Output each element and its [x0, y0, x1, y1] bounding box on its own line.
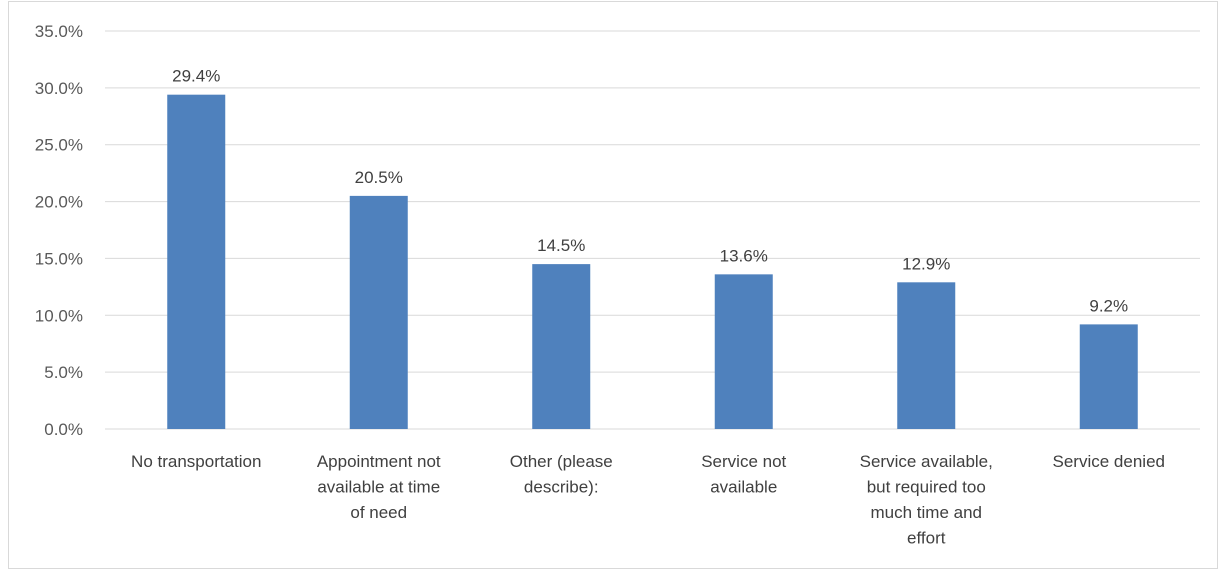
- category-label: Appointment not: [317, 452, 441, 471]
- bars: [167, 94, 1138, 430]
- data-label: 13.6%: [720, 246, 768, 265]
- y-tick-label: 0.0%: [44, 420, 83, 439]
- y-tick-label: 10.0%: [35, 306, 83, 325]
- category-label: of need: [350, 503, 407, 522]
- category-label: Service not: [701, 452, 786, 471]
- y-tick-label: 25.0%: [35, 136, 83, 155]
- category-label: effort: [907, 529, 946, 548]
- data-label: 9.2%: [1089, 296, 1128, 315]
- bar: [167, 94, 226, 430]
- category-label: Service available,: [860, 452, 993, 471]
- y-axis-tick-labels: 0.0% 5.0% 10.0% 15.0% 20.0% 25.0% 30.0% 35.0%: [35, 22, 83, 439]
- y-tick-label: 35.0%: [35, 22, 83, 41]
- data-labels: 29.4% 20.5% 14.5% 13.6% 12.9% 9.2%: [172, 67, 1128, 316]
- data-label: 12.9%: [902, 254, 950, 273]
- category-label: describe):: [524, 478, 599, 497]
- category-label: available at time: [317, 478, 440, 497]
- bar: [349, 195, 408, 429]
- data-label: 14.5%: [537, 236, 585, 255]
- data-label: 20.5%: [355, 168, 403, 187]
- bar: [897, 282, 956, 429]
- gridlines: [105, 30, 1200, 430]
- y-tick-label: 20.0%: [35, 193, 83, 212]
- y-tick-label: 30.0%: [35, 79, 83, 98]
- bar: [714, 274, 773, 429]
- y-tick-label: 15.0%: [35, 249, 83, 268]
- bar: [1079, 324, 1138, 429]
- category-label: Service denied: [1053, 452, 1165, 471]
- y-tick-label: 5.0%: [44, 363, 83, 382]
- category-label: but required too: [867, 478, 986, 497]
- category-label: No transportation: [131, 452, 261, 471]
- category-labels: No transportation Appointment not availabl…: [131, 452, 1165, 548]
- category-label: much time and: [871, 503, 983, 522]
- data-label: 29.4%: [172, 67, 220, 86]
- category-label: Other (please: [510, 452, 613, 471]
- category-label: available: [710, 478, 777, 497]
- bar: [532, 264, 591, 429]
